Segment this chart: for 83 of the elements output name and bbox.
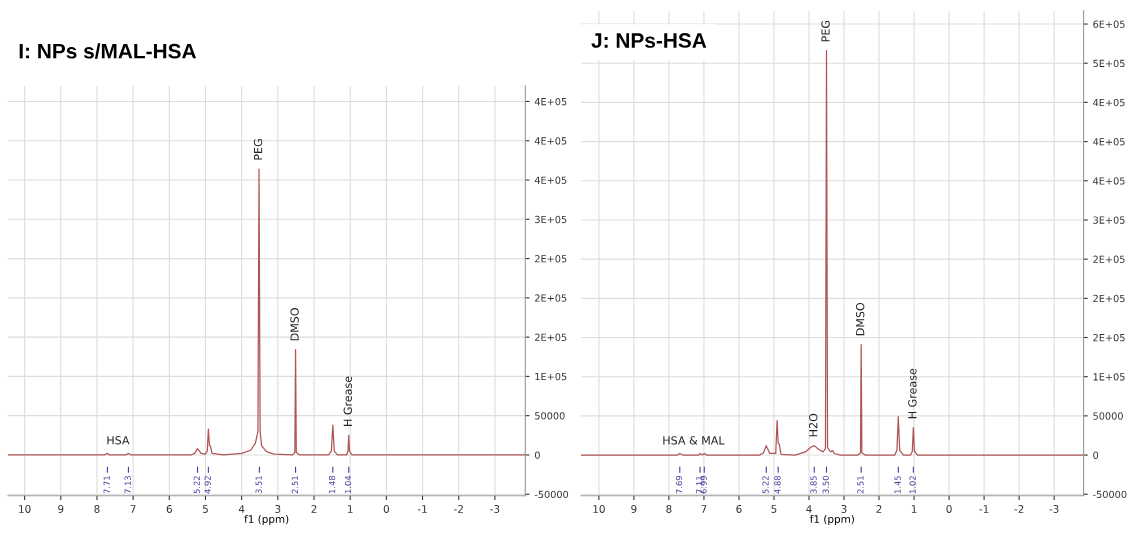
y-tick-label: -50000 xyxy=(1093,490,1127,499)
ref-line-label: 3.51 xyxy=(255,476,262,494)
y-tick-label: 2E+05 xyxy=(535,255,567,263)
x-tick-label: -3 xyxy=(490,505,500,513)
annotation: H Grease xyxy=(908,368,917,419)
ref-line-label: 1.02 xyxy=(909,476,916,494)
annotation: DMSO xyxy=(290,308,299,341)
ref-line-label: 5.22 xyxy=(193,476,200,494)
x-axis-title: f1 (ppm) xyxy=(809,514,854,525)
x-tick-label: 1 xyxy=(911,505,917,513)
y-tick-label: 1E+05 xyxy=(535,372,567,381)
x-tick-label: 2 xyxy=(311,505,317,513)
annotation: H2O xyxy=(809,413,818,437)
x-tick-label: -3 xyxy=(1049,505,1059,513)
x-tick-label: 7 xyxy=(130,505,136,513)
ref-line-label: 5.22 xyxy=(762,476,769,494)
x-tick-label: 4 xyxy=(238,505,245,513)
annotation: PEG xyxy=(253,139,263,160)
x-tick-label: 6 xyxy=(166,505,172,513)
x-axis-title: f1 (ppm) xyxy=(244,514,289,525)
y-tick-label: 4E+05 xyxy=(534,176,567,184)
y-tick-label: 5E+05 xyxy=(1093,59,1125,68)
y-tick-label: 4E+05 xyxy=(1093,177,1125,185)
y-tick-label: 4E+05 xyxy=(534,97,567,106)
ref-line-label: 2.51 xyxy=(857,476,864,494)
ref-line-label: 4.88 xyxy=(774,476,781,494)
y-tick-label: 1E+05 xyxy=(1093,373,1125,381)
ref-line-label: 2.51 xyxy=(291,476,298,494)
y-tick-label: 4E+05 xyxy=(1093,98,1125,107)
y-tick-label: 2E+05 xyxy=(1093,294,1125,303)
ref-line-label: 7.71 xyxy=(103,476,110,494)
x-tick-label: 5 xyxy=(771,505,777,513)
y-tick-label: 3E+05 xyxy=(1093,216,1125,224)
text: J: NPs-HSA xyxy=(591,33,707,48)
y-tick-label: 6E+05 xyxy=(1093,20,1125,28)
x-tick-label: 6 xyxy=(736,505,742,513)
x-tick-label: 0 xyxy=(383,505,389,513)
ref-line-label: 3.85 xyxy=(810,476,817,494)
x-tick-label: 2 xyxy=(876,505,882,513)
x-tick-label: 8 xyxy=(94,505,100,513)
y-tick-label: 2E+05 xyxy=(1093,333,1125,342)
y-tick-label: 0 xyxy=(1093,451,1099,459)
ref-line-label: 4.92 xyxy=(204,476,211,494)
x-tick-label: 4 xyxy=(806,505,812,513)
y-tick-label: 2E+05 xyxy=(535,333,567,341)
y-tick-label: 4E+05 xyxy=(534,137,567,145)
y-tick-label: -50000 xyxy=(534,490,569,499)
x-tick-label: 10 xyxy=(593,505,605,513)
line-series xyxy=(7,168,526,456)
annotation: HSA xyxy=(107,436,130,445)
x-tick-label: 9 xyxy=(58,505,64,513)
y-tick-label: 4E+05 xyxy=(1093,138,1125,146)
x-tick-label: 1 xyxy=(348,505,353,513)
y-tick-label: 50000 xyxy=(1093,412,1123,420)
ref-line-label: 1.04 xyxy=(344,475,352,494)
x-tick-label: 5 xyxy=(202,505,208,513)
annotation: DMSO xyxy=(856,302,865,336)
line-series xyxy=(581,50,1084,456)
x-tick-label: 0 xyxy=(946,505,952,513)
x-tick-label: 3 xyxy=(841,505,847,513)
y-tick-label: 0 xyxy=(534,451,540,459)
ref-line-label: 1.45 xyxy=(894,476,901,494)
x-tick-label: -1 xyxy=(417,505,427,513)
x-tick-label: 7 xyxy=(701,505,707,513)
annotation: PEG xyxy=(821,20,830,42)
x-tick-label: 10 xyxy=(19,505,31,513)
x-tick-label: -2 xyxy=(1014,505,1024,513)
y-tick-label: 3E+05 xyxy=(535,215,567,224)
x-tick-label: 3 xyxy=(275,505,281,513)
y-tick-label: 50000 xyxy=(535,412,565,420)
ref-line-label: 7.69 xyxy=(675,476,683,494)
annotation: HSA & MAL xyxy=(663,436,725,445)
y-tick-label: 2E+05 xyxy=(535,294,567,302)
x-tick-label: -1 xyxy=(979,505,989,513)
ref-line-label: 7.13 xyxy=(124,476,131,494)
ref-line-label: 1.48 xyxy=(328,475,336,494)
x-tick-label: 9 xyxy=(631,505,637,513)
y-tick-label: 2E+05 xyxy=(1093,255,1125,263)
ref-line-label: 3.50 xyxy=(822,475,829,494)
x-tick-label: 8 xyxy=(666,505,672,513)
annotation: H Grease xyxy=(343,376,352,426)
x-tick-label: -2 xyxy=(454,505,463,513)
chart-title: I: NPs s/MAL-HSA xyxy=(19,43,197,59)
